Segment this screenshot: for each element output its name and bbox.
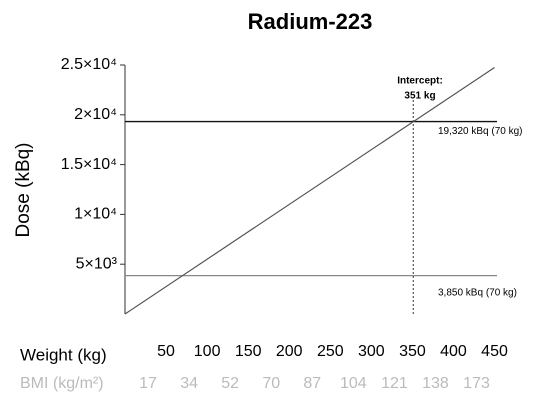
x-tick-label: 450 — [481, 343, 508, 360]
dose-line — [124, 66, 495, 315]
x-axis-label: Weight (kg) — [20, 345, 107, 364]
x-tick-label: 300 — [358, 343, 385, 360]
x-tick-label: 400 — [440, 343, 467, 360]
intercept-value: 351 kg — [404, 91, 435, 102]
y-tick-label: 1.5×10⁴ — [61, 156, 117, 173]
reference-label: 3,850 kBq (70 kg) — [438, 287, 517, 298]
x-tick-label: 350 — [399, 343, 426, 360]
bmi-label: 87 — [303, 375, 321, 392]
bmi-label: 17 — [139, 375, 157, 392]
y-axis-label: Dose (kBq) — [13, 142, 34, 237]
x-tick-label: 100 — [194, 343, 221, 360]
bmi-label: 138 — [422, 375, 449, 392]
chart-title: Radium-223 — [248, 9, 373, 34]
secondary-x-label: BMI (kg/m²) — [20, 375, 104, 392]
bmi-label: 173 — [463, 375, 490, 392]
x-tick-label: 50 — [157, 343, 175, 360]
x-tick-label: 250 — [317, 343, 344, 360]
bmi-label: 104 — [340, 375, 367, 392]
intercept-label: Intercept: — [397, 76, 443, 87]
bmi-label: 121 — [381, 375, 408, 392]
x-tick-label: 200 — [276, 343, 303, 360]
y-tick-label: 5×10³ — [76, 255, 118, 272]
bmi-label: 52 — [221, 375, 239, 392]
bmi-label: 70 — [262, 375, 280, 392]
reference-label: 19,320 kBq (70 kg) — [438, 126, 523, 137]
y-tick-label: 2×10⁴ — [74, 106, 117, 123]
y-tick-label: 2.5×10⁴ — [61, 56, 117, 73]
y-tick-label: 1×10⁴ — [74, 206, 117, 223]
bmi-label: 34 — [180, 375, 198, 392]
x-tick-label: 150 — [235, 343, 262, 360]
